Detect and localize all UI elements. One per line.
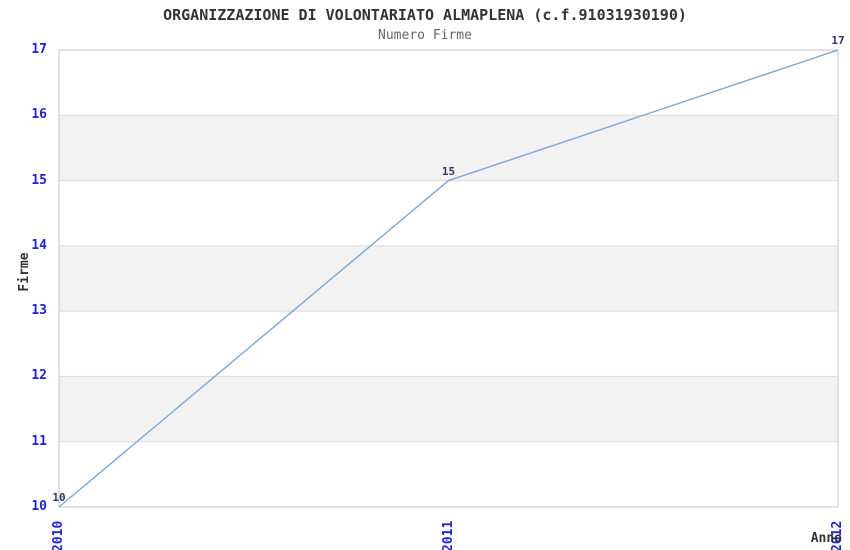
plot-border bbox=[58, 49, 839, 508]
y-axis-title: Firme bbox=[17, 252, 32, 292]
y-tick-label: 16 bbox=[31, 107, 47, 123]
plot-band bbox=[59, 311, 838, 377]
chart-title: ORGANIZZAZIONE DI VOLONTARIATO ALMAPLENA… bbox=[163, 6, 687, 24]
data-point-label: 15 bbox=[441, 164, 456, 178]
y-tick-label: 13 bbox=[31, 303, 47, 319]
y-tick-label: 14 bbox=[31, 237, 47, 253]
y-tick-label: 12 bbox=[31, 368, 47, 384]
y-tick-label: 11 bbox=[31, 433, 47, 449]
x-tick-label: 2011 bbox=[440, 520, 456, 550]
y-tick-label: 17 bbox=[31, 42, 47, 57]
plot-band bbox=[59, 50, 838, 116]
series-line bbox=[58, 49, 839, 508]
x-tick-label: 2010 bbox=[51, 520, 66, 550]
x-axis-title: Anno bbox=[810, 531, 842, 546]
plot-band bbox=[59, 245, 838, 312]
y-tick-label: 15 bbox=[31, 172, 47, 188]
data-point-label: 17 bbox=[831, 34, 845, 47]
plot-band bbox=[59, 180, 838, 246]
plot-band bbox=[59, 115, 838, 181]
plot-band bbox=[59, 441, 838, 507]
chart-subtitle: Numero Firme bbox=[378, 28, 472, 43]
plot-band bbox=[59, 376, 838, 442]
data-point-label: 10 bbox=[52, 491, 66, 504]
y-tick-label: 10 bbox=[31, 499, 47, 514]
